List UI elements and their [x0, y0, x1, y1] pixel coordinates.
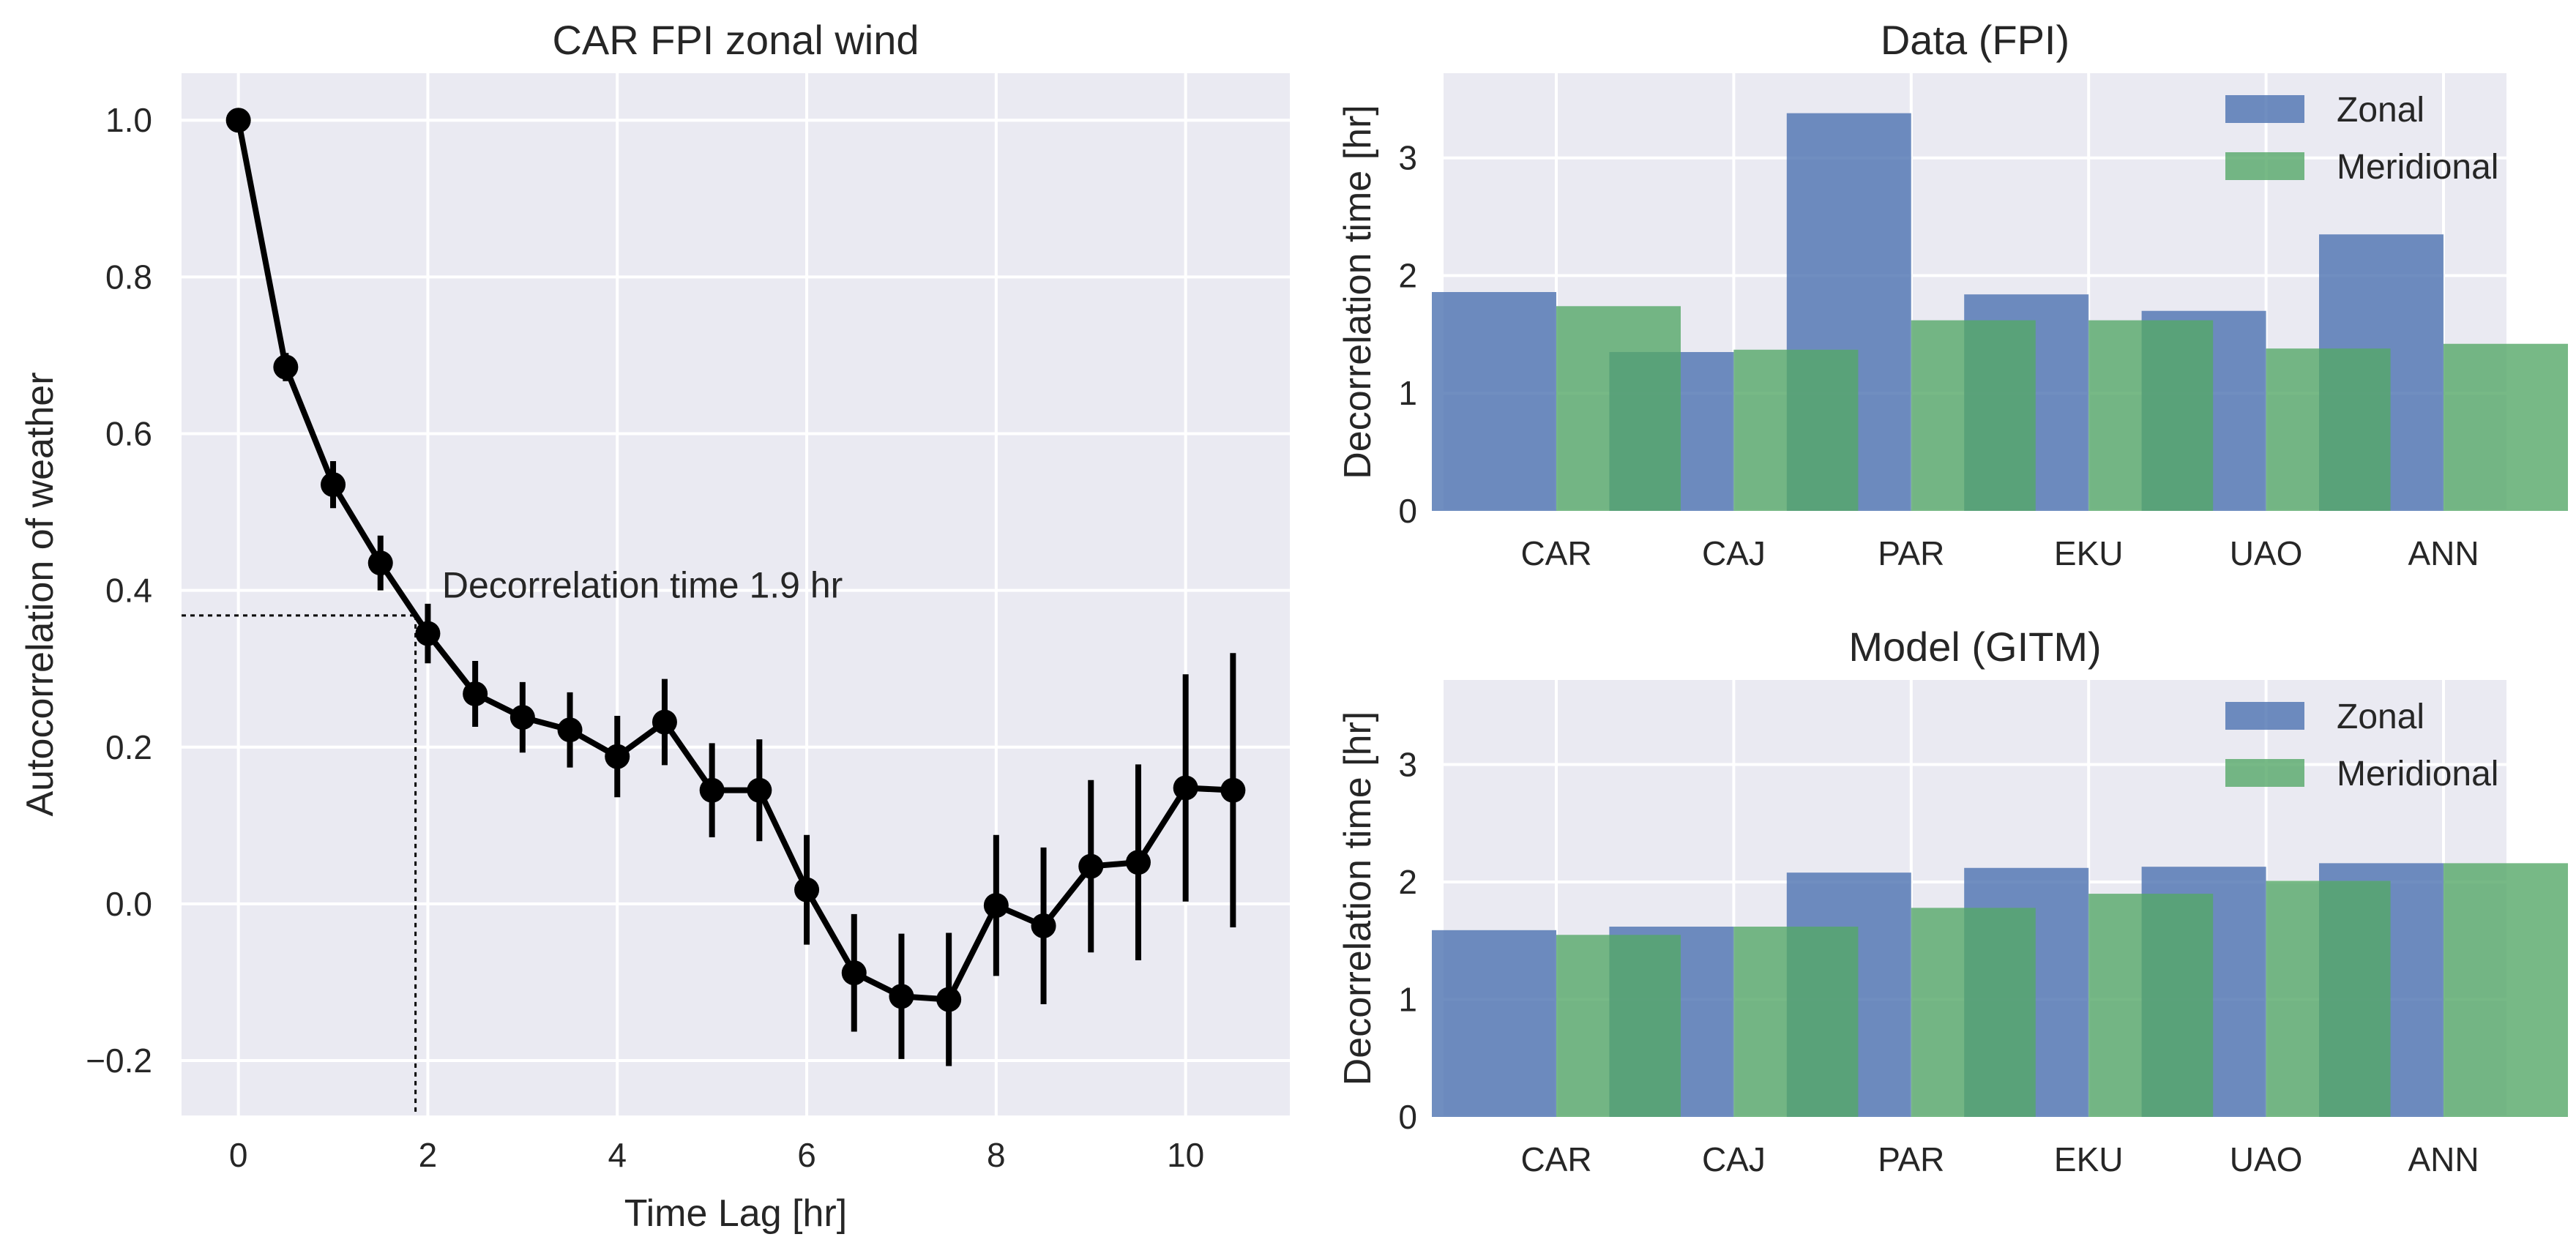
- legend-swatch-meridional: [2225, 759, 2304, 787]
- data-point: [367, 550, 393, 576]
- y-axis-label: Decorrelation time [hr]: [1337, 105, 1379, 479]
- x-tick-label: ANN: [2408, 534, 2479, 572]
- decorrelation-annotation: Decorrelation time 1.9 hr: [442, 565, 843, 606]
- data-point: [1031, 913, 1056, 938]
- x-tick-label: PAR: [1878, 534, 1944, 572]
- y-tick-label: 3: [1398, 746, 1417, 784]
- y-axis-label: Decorrelation time [hr]: [1337, 711, 1379, 1086]
- plot-area: [182, 73, 1290, 1115]
- data-point: [1125, 850, 1151, 875]
- data-point: [699, 777, 725, 803]
- data-point: [605, 744, 630, 769]
- data-point: [1078, 853, 1104, 879]
- data-point: [509, 705, 535, 730]
- bar-meridional: [2266, 348, 2391, 511]
- y-tick-label: 0.0: [105, 885, 152, 923]
- data-point: [794, 877, 820, 902]
- data-point: [273, 354, 299, 380]
- x-tick-label: CAJ: [1702, 534, 1766, 572]
- bar-zonal: [1432, 930, 1556, 1117]
- x-tick-label: 4: [608, 1136, 627, 1174]
- x-tick-label: CAR: [1520, 534, 1591, 572]
- data-point: [415, 621, 441, 646]
- legend-label-meridional: Meridional: [2337, 755, 2498, 793]
- x-tick-label: ANN: [2408, 1140, 2479, 1178]
- bar-meridional: [2088, 320, 2214, 511]
- x-tick-label: CAR: [1520, 1140, 1591, 1178]
- bar-chart-model-gitm: 0 1 2 3 CAR CAJ PAR EKU UAO ANN Zonal Meridional Mod…: [1337, 624, 2568, 1178]
- x-tick-label: CAJ: [1702, 1140, 1766, 1178]
- data-point: [652, 709, 677, 735]
- y-tick-label: 1: [1398, 981, 1417, 1019]
- data-point: [936, 987, 962, 1012]
- data-point: [1220, 777, 1246, 803]
- legend-swatch-zonal: [2225, 702, 2304, 730]
- y-tick-label: 2: [1398, 256, 1417, 294]
- x-tick-label: UAO: [2230, 534, 2303, 572]
- x-tick-label: UAO: [2230, 1140, 2303, 1178]
- chart-title: Data (FPI): [1881, 17, 2069, 63]
- x-tick-label: 0: [229, 1136, 248, 1174]
- x-axis-label: Time Lag [hr]: [624, 1192, 847, 1235]
- y-tick-label: 0.8: [105, 258, 152, 296]
- y-tick-label: 0: [1398, 1098, 1417, 1136]
- y-tick-label: 0: [1398, 492, 1417, 530]
- x-tick-label: EKU: [2054, 534, 2124, 572]
- line-chart-autocorrelation: −0.2 0.0 0.2 0.4 0.6 0.8 1.0 0 2 4 6 8 10 Decorrelati…: [19, 17, 1290, 1235]
- bar-meridional: [1911, 908, 2036, 1117]
- x-tick-label: 10: [1167, 1136, 1204, 1174]
- bar-meridional: [1556, 306, 1681, 511]
- data-point: [225, 108, 251, 133]
- series-line: [235, 119, 1233, 1003]
- y-tick-label: 1.0: [105, 101, 152, 139]
- bar-meridional: [1733, 349, 1859, 511]
- data-point: [841, 960, 867, 986]
- bar-meridional: [2266, 881, 2391, 1117]
- bar-meridional: [2444, 343, 2568, 511]
- bar-meridional: [1556, 935, 1681, 1117]
- y-tick-label: 0.6: [105, 415, 152, 453]
- data-point: [747, 777, 772, 803]
- chart-title: CAR FPI zonal wind: [552, 17, 919, 63]
- y-tick-label: 0.4: [105, 572, 152, 610]
- y-axis-label: Autocorrelation of weather: [19, 372, 61, 816]
- bar-meridional: [1733, 927, 1859, 1117]
- x-tick-label: 8: [987, 1136, 1006, 1174]
- bar-zonal: [1432, 292, 1556, 511]
- legend-swatch-zonal: [2225, 95, 2304, 123]
- legend-label-zonal: Zonal: [2337, 91, 2424, 130]
- y-tick-label: 2: [1398, 863, 1417, 901]
- y-tick-label: −0.2: [86, 1042, 152, 1080]
- data-point: [463, 681, 488, 706]
- legend-label-zonal: Zonal: [2337, 698, 2424, 736]
- y-tick-label: 3: [1398, 139, 1417, 177]
- data-point: [321, 472, 346, 498]
- bar-meridional: [1911, 320, 2036, 511]
- bar-meridional: [2088, 894, 2214, 1117]
- data-point: [983, 893, 1009, 919]
- legend-swatch-meridional: [2225, 152, 2304, 180]
- chart-title: Model (GITM): [1848, 624, 2101, 670]
- data-point: [889, 984, 914, 1009]
- data-point: [557, 717, 583, 743]
- x-tick-label: EKU: [2054, 1140, 2124, 1178]
- y-tick-label: 0.2: [105, 728, 152, 766]
- legend-label-meridional: Meridional: [2337, 148, 2498, 187]
- x-tick-label: 2: [419, 1136, 438, 1174]
- x-tick-label: 6: [797, 1136, 816, 1174]
- bar-meridional: [2444, 863, 2568, 1117]
- x-tick-label: PAR: [1878, 1140, 1944, 1178]
- data-point: [1173, 775, 1198, 801]
- bar-chart-data-fpi: 0 1 2 3 CAR CAJ PAR EKU UAO ANN Zonal Meridional Dat…: [1337, 17, 2568, 572]
- y-tick-label: 1: [1398, 374, 1417, 412]
